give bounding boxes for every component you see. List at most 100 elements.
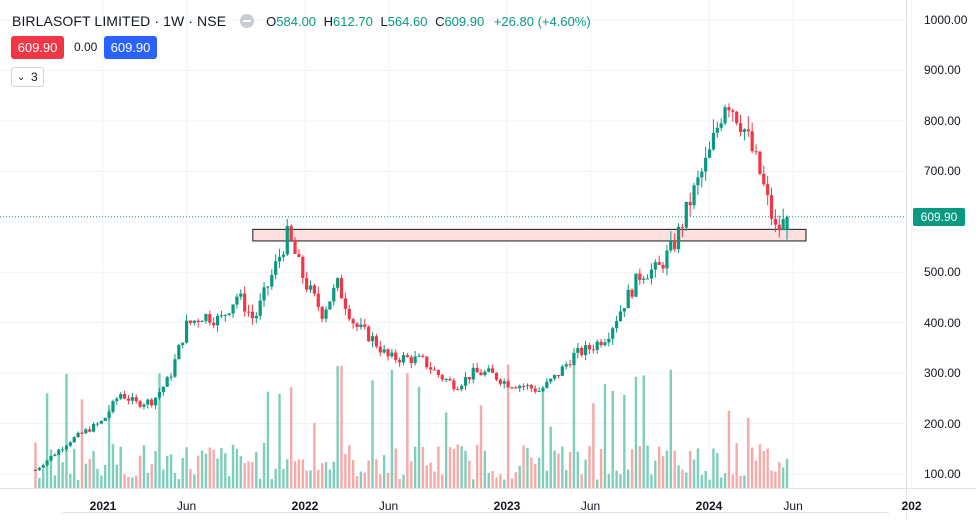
volume-bar (770, 470, 773, 488)
volume-bar (42, 469, 45, 488)
volume-bar (704, 470, 707, 488)
volume-bar (665, 450, 669, 488)
close-label: C (435, 13, 445, 29)
candle-body (274, 261, 278, 275)
candle-body (297, 253, 301, 257)
volume-bar (212, 449, 215, 488)
volume-bar (623, 394, 626, 488)
volume-bar (611, 390, 614, 488)
volume-bar (123, 474, 126, 488)
volume-bar (320, 463, 324, 488)
candle-body (72, 437, 76, 443)
volume-bar (73, 448, 76, 488)
volume-bar (580, 474, 583, 488)
candle-body (88, 429, 92, 432)
candle-body (421, 355, 425, 357)
candle-body (413, 356, 417, 364)
volume-bar (754, 460, 758, 488)
open-label: O (266, 13, 277, 29)
volume-bar (758, 444, 762, 488)
symbol-title[interactable]: BIRLASOFT LIMITED · 1W · NSE (12, 13, 227, 29)
candle-body (552, 374, 557, 379)
sell-button[interactable]: 609.90 (11, 36, 64, 59)
volume-bar (371, 380, 374, 488)
candle-body (165, 377, 169, 387)
volume-bar (739, 475, 742, 488)
candle-body (564, 364, 568, 367)
volume-bar (348, 445, 351, 488)
candle-body (777, 224, 781, 231)
candle-body (235, 296, 239, 305)
candle-body (560, 366, 564, 376)
candle-body (576, 347, 580, 353)
volume-bar (38, 477, 41, 488)
candle-body (533, 388, 537, 392)
candle-body (583, 345, 588, 356)
volume-bar (49, 449, 53, 488)
candle-body (347, 308, 351, 320)
buy-button[interactable]: 609.90 (104, 36, 157, 59)
volume-bar (712, 448, 715, 488)
volume-bar (80, 399, 84, 488)
price-tick-label: 900.00 (924, 63, 961, 78)
volume-bar (619, 474, 622, 488)
volume-bar (382, 455, 386, 488)
volume-bar (200, 450, 204, 488)
candle-body (177, 345, 181, 360)
candle-body (246, 311, 251, 313)
volume-bar (351, 460, 355, 488)
candle-body (731, 110, 735, 112)
volume-bar (642, 375, 645, 488)
volume-bar (561, 446, 564, 488)
candle-body (308, 285, 313, 290)
volume-bar (76, 479, 80, 488)
volume-bar (681, 469, 684, 488)
candle-body (754, 151, 758, 153)
candle-body (150, 399, 154, 406)
volume-bar (425, 465, 428, 488)
candle-body (676, 226, 681, 250)
volume-bar (88, 458, 91, 488)
ohlc-values: O584.00 H612.70 L564.60 C609.90 +26.80 (… (266, 14, 591, 29)
candle-body (277, 256, 282, 262)
candle-body (169, 376, 173, 378)
candle-body (781, 219, 785, 231)
candle-body (704, 157, 708, 172)
volume-bar (115, 464, 119, 488)
volume-bar (630, 449, 634, 488)
volume-bar (340, 365, 343, 488)
candle-body (471, 367, 475, 380)
candle-body (448, 378, 452, 381)
volume-bar (444, 412, 448, 488)
candle-body (522, 385, 526, 387)
volume-bar (61, 462, 64, 488)
volume-bar (324, 461, 328, 488)
volume-bar (654, 460, 657, 488)
volume-bar (313, 422, 316, 488)
volume-bar (607, 474, 611, 488)
volume-bar (92, 450, 95, 488)
volume-bar (293, 461, 297, 488)
candle-body (301, 256, 305, 279)
candle-body (339, 278, 344, 299)
volume-bar (119, 446, 122, 488)
volume-bar (596, 479, 599, 488)
volume-bar (386, 472, 390, 488)
candle-body (475, 367, 479, 373)
time-tick-label: Jun (580, 499, 601, 513)
timeline-scrollbar[interactable] (60, 512, 890, 520)
volume-bar (456, 444, 459, 488)
volume-bar (278, 393, 281, 488)
volume-bar (135, 475, 138, 488)
volume-bar (410, 461, 413, 488)
volume-bar (576, 451, 580, 488)
indicators-toggle-button[interactable]: ⌄ 3 (11, 67, 44, 87)
candle-body (591, 349, 595, 351)
candle-body (33, 469, 38, 471)
volume-bar (708, 479, 711, 488)
volume-bar (142, 445, 146, 488)
market-status-icon[interactable] (240, 14, 255, 28)
candle-body (502, 381, 506, 384)
